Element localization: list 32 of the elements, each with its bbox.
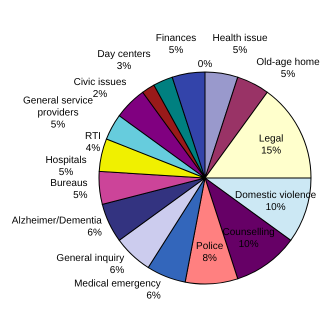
data-label: 5% (73, 190, 88, 202)
slice-label: Health issue (212, 33, 268, 44)
slice-label: RTI (85, 131, 101, 142)
data-label: 6% (146, 290, 161, 302)
slice-label: Civic issues (74, 77, 126, 88)
slice-label: Police (196, 241, 224, 252)
text: 0% (198, 58, 212, 70)
slice-label: Finances (156, 33, 196, 44)
slice-label: Hospitals (45, 155, 87, 166)
slice-label: Bureaus (50, 178, 88, 190)
slice-label: Medical emergency (74, 278, 161, 290)
slice-label: Legal (258, 133, 284, 144)
data-label: 8% (202, 253, 217, 264)
data-label: 5% (50, 119, 66, 130)
slice-label: Alzheimer/Dementia (12, 216, 102, 227)
data-label: 2% (92, 89, 108, 100)
data-label: 10% (238, 239, 259, 250)
data-label: 5% (280, 69, 296, 80)
data-label: 5% (58, 167, 74, 178)
data-label: 5% (232, 45, 248, 56)
data-label: 10% (266, 202, 286, 213)
slice-label: General service providers (22, 95, 94, 118)
data-label: 6% (87, 228, 102, 239)
data-label: 6% (110, 265, 124, 276)
data-label: 4% (86, 143, 100, 154)
data-label: 5% (168, 45, 184, 56)
data-label: 3% (116, 61, 132, 72)
slice-label: Counselling (222, 227, 275, 238)
slice-label: Day centers (97, 49, 151, 60)
slice-label: Old-age home (256, 57, 320, 68)
slice-label: General inquiry (56, 253, 124, 264)
data-label: 15% (261, 145, 282, 156)
